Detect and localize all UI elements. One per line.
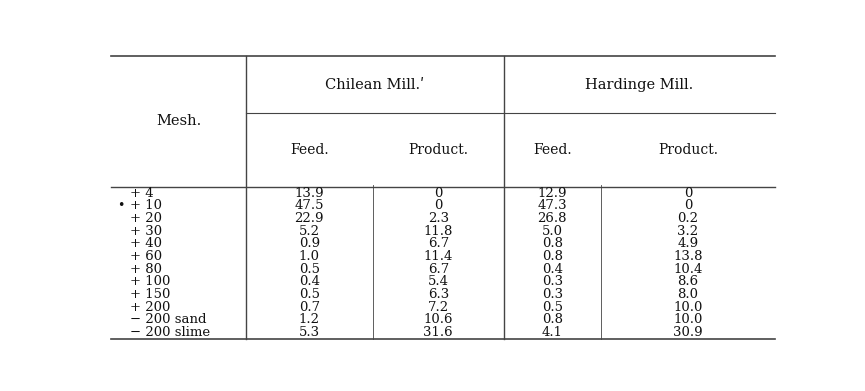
Text: 7.2: 7.2: [427, 301, 449, 314]
Text: 0.8: 0.8: [541, 250, 563, 263]
Text: 10.6: 10.6: [424, 314, 453, 326]
Text: + 20: + 20: [131, 212, 163, 225]
Text: 0: 0: [684, 199, 692, 212]
Text: + 150: + 150: [131, 288, 170, 301]
Text: Feed.: Feed.: [290, 143, 329, 157]
Text: 0.2: 0.2: [677, 212, 699, 225]
Text: 5.0: 5.0: [541, 225, 563, 238]
Text: 1.0: 1.0: [298, 250, 320, 263]
Text: 1.2: 1.2: [298, 314, 320, 326]
Text: + 60: + 60: [131, 250, 163, 263]
Text: 10.4: 10.4: [673, 263, 702, 276]
Text: 13.8: 13.8: [673, 250, 702, 263]
Text: 10.0: 10.0: [673, 301, 702, 314]
Text: Hardinge Mill.: Hardinge Mill.: [586, 77, 694, 91]
Text: 0.3: 0.3: [541, 275, 563, 289]
Text: + 200: + 200: [131, 301, 170, 314]
Text: 0.4: 0.4: [298, 275, 320, 289]
Text: + 30: + 30: [131, 225, 163, 238]
Text: 5.3: 5.3: [298, 326, 320, 339]
Text: 5.2: 5.2: [298, 225, 320, 238]
Text: 0.5: 0.5: [298, 263, 320, 276]
Text: + 80: + 80: [131, 263, 163, 276]
Text: •: •: [117, 199, 125, 212]
Text: 0.5: 0.5: [541, 301, 563, 314]
Text: 6.7: 6.7: [427, 263, 449, 276]
Text: 0: 0: [434, 187, 443, 200]
Text: 0.9: 0.9: [298, 237, 320, 250]
Text: + 10: + 10: [131, 199, 163, 212]
Text: 31.6: 31.6: [424, 326, 453, 339]
Text: 30.9: 30.9: [673, 326, 702, 339]
Text: 12.9: 12.9: [537, 187, 567, 200]
Text: 8.0: 8.0: [677, 288, 699, 301]
Text: 5.4: 5.4: [428, 275, 449, 289]
Text: 0: 0: [434, 199, 443, 212]
Text: 26.8: 26.8: [537, 212, 567, 225]
Text: 10.0: 10.0: [673, 314, 702, 326]
Text: 13.9: 13.9: [294, 187, 324, 200]
Text: 11.8: 11.8: [424, 225, 453, 238]
Text: 0.7: 0.7: [298, 301, 320, 314]
Text: 0.8: 0.8: [541, 314, 563, 326]
Text: 0.3: 0.3: [541, 288, 563, 301]
Text: 0.4: 0.4: [541, 263, 563, 276]
Text: 47.3: 47.3: [537, 199, 567, 212]
Text: 47.5: 47.5: [294, 199, 324, 212]
Text: 6.3: 6.3: [427, 288, 449, 301]
Text: 6.7: 6.7: [427, 237, 449, 250]
Text: + 40: + 40: [131, 237, 163, 250]
Text: 0.8: 0.8: [541, 237, 563, 250]
Text: 0.5: 0.5: [298, 288, 320, 301]
Text: 11.4: 11.4: [424, 250, 453, 263]
Text: 4.9: 4.9: [677, 237, 699, 250]
Text: − 200 sand: − 200 sand: [131, 314, 207, 326]
Text: + 100: + 100: [131, 275, 170, 289]
Text: 2.3: 2.3: [427, 212, 449, 225]
Text: Product.: Product.: [658, 143, 718, 157]
Text: 8.6: 8.6: [677, 275, 699, 289]
Text: + 4: + 4: [131, 187, 154, 200]
Text: Product.: Product.: [408, 143, 468, 157]
Text: Feed.: Feed.: [533, 143, 572, 157]
Text: Mesh.: Mesh.: [156, 115, 202, 128]
Text: 0: 0: [684, 187, 692, 200]
Text: Chilean Mill.ʹ: Chilean Mill.ʹ: [325, 77, 424, 91]
Text: 4.1: 4.1: [541, 326, 563, 339]
Text: − 200 slime: − 200 slime: [131, 326, 210, 339]
Text: 3.2: 3.2: [677, 225, 699, 238]
Text: 22.9: 22.9: [294, 212, 324, 225]
